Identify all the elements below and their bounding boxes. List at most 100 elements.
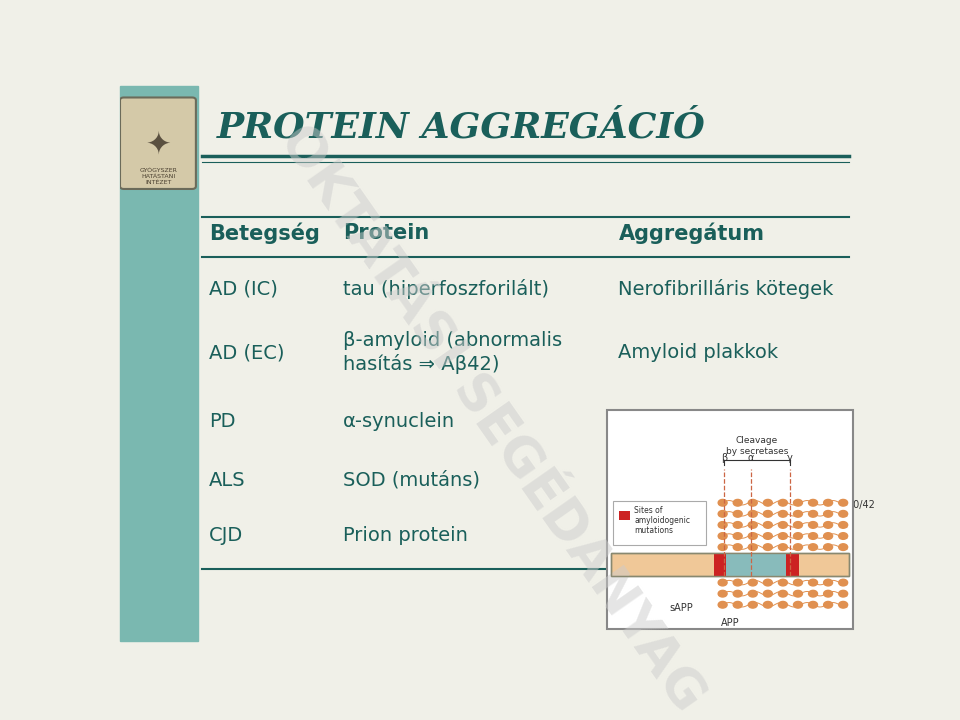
Text: Nerofibrilláris kötegek: Nerofibrilláris kötegek [618,279,834,299]
Circle shape [808,544,818,550]
Text: γ: γ [786,453,793,463]
Text: ALS: ALS [209,471,246,490]
Circle shape [763,601,772,608]
Bar [613,501,707,546]
Circle shape [748,601,757,608]
Circle shape [718,500,727,506]
Text: Aggregátum: Aggregátum [618,526,739,546]
Circle shape [824,601,832,608]
Text: PD: PD [209,413,236,431]
Circle shape [824,500,832,506]
Circle shape [779,601,787,608]
Circle shape [718,580,727,586]
Text: PROTEIN AGGREGÁCIÓ: PROTEIN AGGREGÁCIÓ [217,111,706,145]
Text: Sites of
amyloidogenic
mutations: Sites of amyloidogenic mutations [635,505,690,536]
Circle shape [748,500,757,506]
Text: α: α [748,453,755,463]
Circle shape [839,601,848,608]
Circle shape [763,500,772,506]
Circle shape [718,601,727,608]
Text: OKTATÁSI SEGÉDANYAG: OKTATÁSI SEGÉDANYAG [269,117,715,720]
Circle shape [794,601,803,608]
Circle shape [808,601,818,608]
Text: Prion protein: Prion protein [344,526,468,545]
Circle shape [718,521,727,528]
Circle shape [733,544,742,550]
Text: AD (IC): AD (IC) [209,279,278,298]
Circle shape [763,521,772,528]
Circle shape [718,510,727,517]
Circle shape [824,521,832,528]
Text: ✦: ✦ [146,130,172,159]
Text: Cleavage
by secretases: Cleavage by secretases [726,436,788,456]
Circle shape [733,601,742,608]
Circle shape [808,510,818,517]
Circle shape [748,510,757,517]
Circle shape [779,500,787,506]
Circle shape [748,580,757,586]
Bar [713,553,727,576]
Circle shape [824,580,832,586]
Circle shape [794,533,803,539]
Circle shape [808,533,818,539]
Circle shape [763,510,772,517]
Circle shape [824,590,832,597]
Text: β-amyloid (abnormalis
hasítás ⇒ Aβ42): β-amyloid (abnormalis hasítás ⇒ Aβ42) [344,331,563,374]
Circle shape [763,533,772,539]
Circle shape [808,590,818,597]
Circle shape [733,533,742,539]
Circle shape [748,544,757,550]
Circle shape [718,590,727,597]
Circle shape [763,590,772,597]
Text: Amyloid plakkok: Amyloid plakkok [618,343,779,362]
Circle shape [779,510,787,517]
Text: Aggregátum: Aggregátum [618,470,739,490]
Bar [608,410,852,629]
Circle shape [824,544,832,550]
Circle shape [718,544,727,550]
Bar [611,553,849,576]
Circle shape [763,580,772,586]
Bar [120,86,198,641]
Circle shape [808,521,818,528]
Text: CJD: CJD [209,526,244,545]
Text: SOD (mutáns): SOD (mutáns) [344,471,480,490]
Circle shape [794,510,803,517]
Circle shape [824,510,832,517]
Circle shape [794,544,803,550]
Circle shape [839,590,848,597]
Text: sAPP: sAPP [669,603,693,613]
Circle shape [748,590,757,597]
Circle shape [779,590,787,597]
Text: AD (EC): AD (EC) [209,343,285,362]
Circle shape [779,533,787,539]
Circle shape [794,580,803,586]
Circle shape [808,580,818,586]
Circle shape [733,500,742,506]
Text: tau (hiperfoszforilált): tau (hiperfoszforilált) [344,279,549,299]
Circle shape [779,544,787,550]
Circle shape [748,533,757,539]
Circle shape [794,590,803,597]
Text: Betegség: Betegség [209,222,320,244]
Circle shape [733,580,742,586]
Circle shape [839,533,848,539]
Text: Protein: Protein [344,223,429,243]
Text: α-synuclein: α-synuclein [344,413,455,431]
Circle shape [733,521,742,528]
Bar [611,553,849,576]
Text: Aggregátum: Aggregátum [618,222,764,244]
Circle shape [779,521,787,528]
Circle shape [733,590,742,597]
FancyBboxPatch shape [120,97,196,189]
Circle shape [718,533,727,539]
Circle shape [839,510,848,517]
Text: GYÓGYSZER
HATÁSTANI
INTÉZET: GYÓGYSZER HATÁSTANI INTÉZET [140,168,178,184]
Text: Lewy testek: Lewy testek [618,413,735,431]
Circle shape [839,544,848,550]
Circle shape [839,521,848,528]
Circle shape [824,533,832,539]
Text: APP: APP [721,618,739,629]
Circle shape [779,580,787,586]
Circle shape [763,544,772,550]
